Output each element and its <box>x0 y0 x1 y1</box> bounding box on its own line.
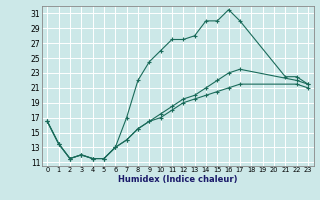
X-axis label: Humidex (Indice chaleur): Humidex (Indice chaleur) <box>118 175 237 184</box>
